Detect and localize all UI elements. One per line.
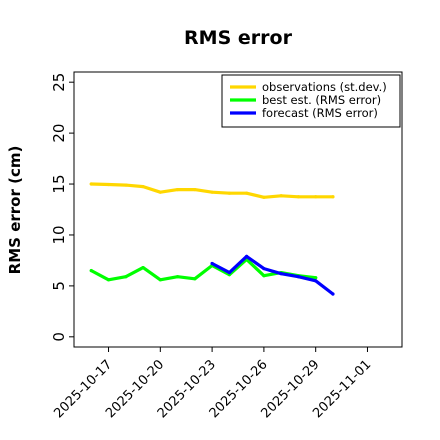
legend-label: observations (st.dev.) [262,80,387,94]
y-tick-label: 0 [50,332,68,342]
series-point-1 [89,269,93,273]
series-point-1 [158,278,162,282]
series-point-1 [262,274,266,278]
series-point-0 [245,191,249,195]
series-point-1 [141,265,145,270]
plot-area-frame [73,71,403,348]
series-point-2 [314,279,318,283]
series-point-2 [296,275,301,279]
series-point-2 [210,261,214,266]
series-point-0 [124,183,128,187]
legend-label: forecast (RMS error) [262,106,378,120]
y-tick-label: 25 [50,73,68,92]
series-point-1 [106,278,111,282]
series-point-0 [158,190,162,194]
chart-title: RMS error [184,27,293,49]
legend: observations (st.dev.)best est. (RMS err… [221,74,401,128]
series-point-0 [227,191,231,195]
series-point-0 [175,188,180,192]
series-point-0 [106,182,111,187]
series-point-1 [124,275,128,279]
series-point-0 [262,195,266,199]
series-point-2 [245,254,249,258]
series-point-0 [141,184,145,189]
series-point-0 [89,182,93,186]
y-tick-label: 10 [50,225,68,244]
series-point-0 [210,190,214,194]
series-point-1 [314,276,318,280]
y-tick-label: 20 [50,124,68,143]
series-point-1 [193,277,197,281]
series-point-2 [262,266,266,271]
series-point-0 [331,195,335,199]
series-point-2 [279,272,283,276]
series-point-0 [279,194,283,198]
series-line-2 [210,254,335,296]
y-tick-label: 15 [50,174,68,193]
series-point-2 [331,292,335,296]
series-point-0 [296,195,301,199]
series-point-1 [175,275,180,279]
series-point-2 [227,271,231,275]
y-tick-label: 5 [50,281,68,291]
series-layer [89,182,335,296]
series-point-0 [193,188,197,192]
y-axis-label: RMS error (cm) [6,146,24,275]
series-point-0 [314,195,318,199]
legend-label: best est. (RMS error) [262,93,381,107]
